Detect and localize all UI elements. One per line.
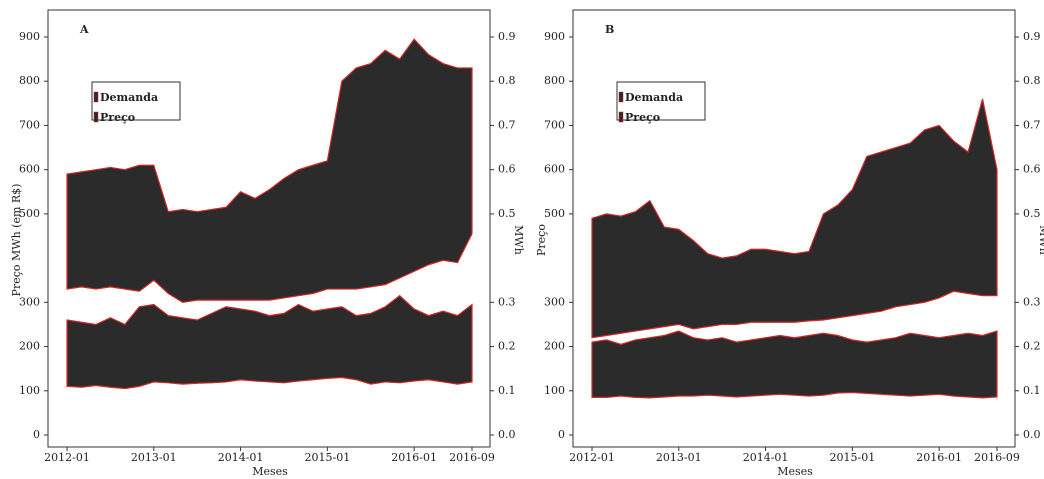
y2-tick-label: 0.2	[498, 340, 516, 353]
x-tick-label: 2016-01	[916, 451, 962, 464]
y-tick-label: 500	[544, 207, 565, 220]
y-tick-label: 300	[544, 295, 565, 308]
legend-swatch	[93, 111, 99, 123]
x-tick-label: 2012-01	[44, 451, 90, 464]
x-tick-label: 2016-09	[974, 451, 1020, 464]
panel-label: B	[605, 23, 614, 36]
legend-box	[616, 81, 706, 121]
band-area	[66, 294, 473, 390]
band-area	[591, 330, 998, 399]
band-area	[591, 98, 998, 339]
legend-swatch	[618, 111, 624, 123]
x-tick-label: 2013-01	[131, 451, 177, 464]
y2-tick-label: 0.5	[498, 207, 516, 220]
x-tick-label: 2012-01	[569, 451, 615, 464]
y-axis-label: Preço	[535, 224, 548, 256]
panel-label: A	[79, 23, 89, 36]
y2-tick-label: 0.0	[1023, 428, 1041, 441]
y2-tick-label: 0.6	[498, 163, 516, 176]
y2-tick-label: 0.7	[1023, 118, 1041, 131]
x-tick-label: 2015-01	[304, 451, 350, 464]
band-area	[66, 38, 473, 303]
y-tick-label: 100	[544, 384, 565, 397]
legend-label: Preço	[625, 111, 660, 124]
y2-axis-label: MWh	[1037, 225, 1044, 255]
y2-tick-label: 0.0	[498, 428, 516, 441]
x-axis-label: Meses	[777, 465, 813, 478]
legend-label: Demanda	[625, 91, 683, 104]
legend-swatch	[618, 91, 624, 103]
plot-frame	[572, 9, 1016, 448]
y2-tick-label: 0.1	[498, 384, 516, 397]
x-tick-label: 2016-09	[449, 451, 495, 464]
y-tick-label: 200	[544, 340, 565, 353]
y-tick-label: 0	[33, 428, 40, 441]
x-tick-label: 2016-01	[391, 451, 437, 464]
y2-axis-label: MWh	[512, 225, 525, 255]
x-tick-label: 2014-01	[743, 451, 789, 464]
legend-label: Demanda	[100, 91, 158, 104]
y2-tick-label: 0.9	[1023, 30, 1041, 43]
y-axis-label: Preço MWh (em R$)	[10, 184, 23, 297]
y2-tick-label: 0.8	[498, 74, 516, 87]
y2-tick-label: 0.8	[1023, 74, 1041, 87]
legend-label: Preço	[100, 111, 135, 124]
y-tick-label: 900	[544, 30, 565, 43]
y-tick-label: 900	[19, 30, 40, 43]
y-tick-label: 800	[544, 74, 565, 87]
y-tick-label: 600	[544, 163, 565, 176]
y-tick-label: 0	[558, 428, 565, 441]
y2-tick-label: 0.7	[498, 118, 516, 131]
legend-box	[91, 81, 181, 121]
y-tick-label: 300	[19, 295, 40, 308]
y2-tick-label: 0.1	[1023, 384, 1041, 397]
y-tick-label: 600	[19, 163, 40, 176]
y-tick-label: 100	[19, 384, 40, 397]
y2-tick-label: 0.2	[1023, 340, 1041, 353]
legend-swatch	[93, 91, 99, 103]
y2-tick-label: 0.3	[498, 295, 516, 308]
y-tick-label: 700	[19, 118, 40, 131]
y-tick-label: 500	[19, 207, 40, 220]
x-tick-label: 2013-01	[656, 451, 702, 464]
x-tick-label: 2015-01	[829, 451, 875, 464]
y2-tick-label: 0.5	[1023, 207, 1041, 220]
y2-tick-label: 0.3	[1023, 295, 1041, 308]
y2-tick-label: 0.9	[498, 30, 516, 43]
y2-tick-label: 0.6	[1023, 163, 1041, 176]
y-tick-label: 800	[19, 74, 40, 87]
x-tick-label: 2014-01	[218, 451, 264, 464]
y-tick-label: 200	[19, 340, 40, 353]
plot-frame	[47, 9, 491, 448]
y-tick-label: 700	[544, 118, 565, 131]
x-axis-label: Meses	[252, 465, 288, 478]
